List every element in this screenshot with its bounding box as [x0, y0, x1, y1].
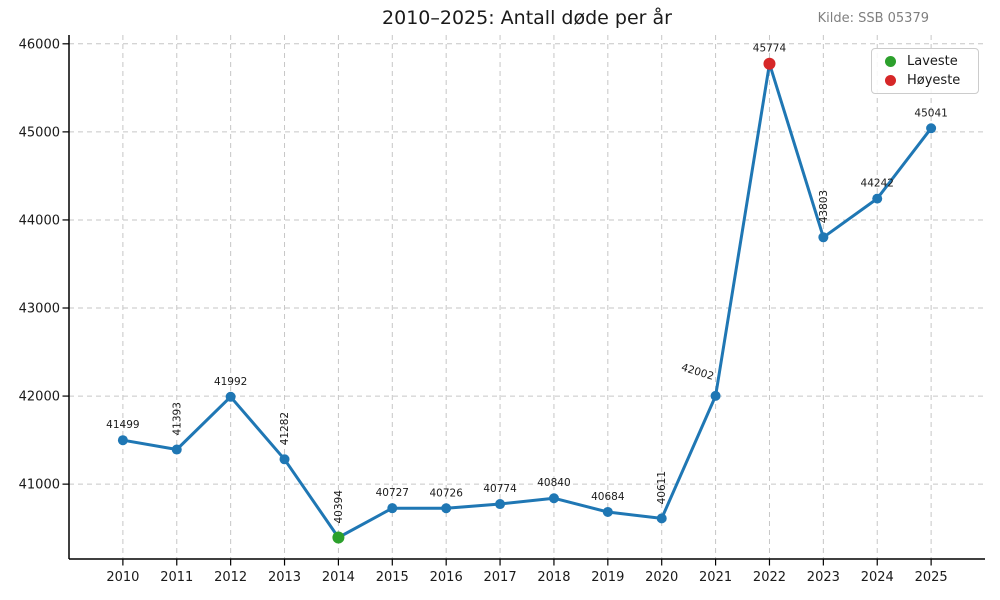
data-point-2023 — [818, 232, 829, 243]
annotation-2024: 44242 — [861, 178, 894, 190]
tick-marks — [62, 43, 932, 566]
annotation-2016: 40726 — [429, 487, 463, 499]
annotation-2018: 40840 — [537, 477, 570, 489]
data-point-2016 — [441, 503, 452, 514]
legend-label-hoyeste: Høyeste — [907, 73, 961, 89]
x-tick-label-2024: 2024 — [861, 570, 894, 585]
x-tick-label-2013: 2013 — [268, 570, 301, 585]
chart-title: 2010–2025: Antall døde per år — [382, 7, 672, 29]
y-tick-label-44000: 44000 — [19, 213, 60, 228]
data-point-2013 — [279, 454, 290, 465]
x-tick-label-2019: 2019 — [591, 570, 624, 585]
x-tick-label-2016: 2016 — [430, 570, 463, 585]
x-tick-label-2022: 2022 — [753, 570, 786, 585]
data-point-2018 — [548, 493, 559, 504]
laveste-marker-icon — [885, 55, 896, 67]
source-label: Kilde: SSB 05379 — [817, 11, 929, 26]
x-tick-label-2010: 2010 — [106, 570, 139, 585]
data-point-2012 — [225, 391, 236, 402]
y-tick-label-42000: 42000 — [19, 390, 60, 405]
data-point-2015 — [387, 503, 398, 514]
x-tick-label-2025: 2025 — [915, 570, 948, 585]
annotation-2023: 43803 — [818, 190, 830, 223]
data-line — [121, 62, 933, 539]
x-tick-label-2017: 2017 — [484, 570, 517, 585]
x-tick-label-2012: 2012 — [214, 570, 247, 585]
axes-spines — [68, 35, 985, 560]
data-point-2011 — [171, 444, 182, 455]
annotation-2019: 40684 — [591, 491, 625, 503]
annotation-2013: 41282 — [279, 412, 291, 445]
gridlines — [69, 35, 985, 559]
data-point-2021 — [710, 390, 721, 401]
annotation-2020: 40611 — [656, 471, 668, 504]
annotation-2010: 41499 — [106, 419, 139, 431]
y-tick-label-45000: 45000 — [19, 125, 60, 140]
legend: Laveste Høyeste — [871, 48, 979, 94]
annotation-2011: 41393 — [171, 402, 183, 435]
annotation-2025: 45041 — [914, 107, 947, 119]
data-point-2019 — [602, 506, 613, 517]
x-tick-label-2023: 2023 — [807, 570, 840, 585]
y-tick-label-46000: 46000 — [19, 37, 60, 52]
tick-labels: 41000 42000 43000 44000 45000 46000 2010 2011 20… — [19, 37, 948, 585]
data-point-2025 — [926, 123, 937, 134]
hoyeste-marker-icon — [885, 75, 896, 87]
point-annotations: 41499 41393 41992 41282 40394 40727 40726 40774… — [106, 43, 948, 524]
y-tick-label-43000: 43000 — [19, 302, 60, 317]
legend-item-laveste: Laveste — [872, 52, 978, 71]
data-point-2010 — [117, 435, 128, 446]
x-tick-label-2021: 2021 — [699, 570, 732, 585]
annotation-2012: 41992 — [214, 376, 247, 388]
annotation-2015: 40727 — [376, 487, 409, 499]
data-point-2024 — [872, 193, 883, 204]
legend-item-hoyeste: Høyeste — [872, 71, 978, 90]
data-point-2017 — [495, 499, 506, 510]
min-point-2014 — [332, 531, 345, 544]
annotation-2017: 40774 — [483, 483, 517, 495]
x-tick-label-2015: 2015 — [376, 570, 409, 585]
legend-label-laveste: Laveste — [907, 53, 958, 69]
annotation-2022: 45774 — [753, 43, 787, 55]
data-points — [117, 57, 937, 544]
annotation-2014: 40394 — [333, 490, 345, 524]
max-point-2022 — [763, 57, 776, 70]
x-tick-label-2020: 2020 — [645, 570, 678, 585]
data-point-2020 — [656, 513, 667, 524]
x-tick-label-2014: 2014 — [322, 570, 355, 585]
y-tick-label-41000: 41000 — [19, 478, 60, 493]
x-tick-label-2018: 2018 — [537, 570, 570, 585]
x-tick-label-2011: 2011 — [160, 570, 193, 585]
annotation-2021: 42002 — [680, 362, 715, 383]
